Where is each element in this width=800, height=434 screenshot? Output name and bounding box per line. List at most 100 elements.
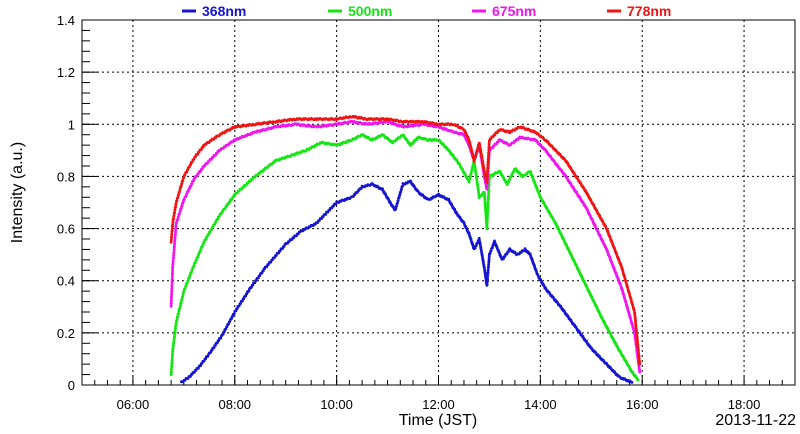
data-point xyxy=(170,235,174,239)
data-point xyxy=(170,289,174,293)
data-point xyxy=(174,227,178,231)
data-point xyxy=(194,261,197,264)
data-point xyxy=(486,157,490,160)
data-point xyxy=(487,145,491,149)
data-point xyxy=(469,174,472,178)
data-point xyxy=(174,324,178,327)
axis-ticks: 06:00 08:00 10:00 12:00 14:00 16:00 18:00 0 0.2 0… xyxy=(57,13,796,412)
data-point xyxy=(170,283,174,287)
data-point xyxy=(169,373,173,377)
data-point xyxy=(485,180,489,184)
data-point xyxy=(169,238,173,242)
data-point xyxy=(177,309,181,313)
data-point xyxy=(188,276,191,280)
data-point xyxy=(173,329,177,333)
data-point xyxy=(174,321,178,325)
data-point xyxy=(172,250,176,254)
data-point xyxy=(471,165,475,169)
data-point xyxy=(394,207,398,211)
data-point xyxy=(175,318,179,322)
data-point xyxy=(171,220,175,223)
data-point xyxy=(485,280,489,283)
data-point xyxy=(400,187,403,191)
data-point xyxy=(177,312,180,316)
data-point xyxy=(638,362,642,366)
data-point xyxy=(486,277,489,280)
data-point xyxy=(486,169,489,172)
x-tick-label: 08:00 xyxy=(219,397,252,412)
data-point xyxy=(324,213,328,216)
data-point xyxy=(183,287,187,290)
y-axis-title: Intensity (a.u.) xyxy=(9,142,26,243)
legend: 368nm 500nm 675nm 778nm xyxy=(182,3,671,19)
data-point xyxy=(170,274,174,278)
data-point xyxy=(395,204,398,208)
data-point xyxy=(177,193,180,197)
data-series xyxy=(169,114,642,384)
data-point xyxy=(174,205,178,209)
data-point xyxy=(181,201,185,205)
data-point xyxy=(485,218,489,222)
data-point xyxy=(170,232,174,236)
data-point xyxy=(178,210,182,213)
data-point xyxy=(179,300,183,304)
data-point xyxy=(491,243,495,247)
data-point xyxy=(173,335,176,339)
data-point xyxy=(485,221,489,225)
data-point xyxy=(638,370,642,374)
data-point xyxy=(189,163,193,167)
x-tick-label: 12:00 xyxy=(422,397,455,412)
data-point xyxy=(486,163,490,166)
data-point xyxy=(487,151,491,154)
data-point xyxy=(172,341,176,344)
data-point xyxy=(177,215,180,219)
data-point xyxy=(189,184,193,188)
data-point xyxy=(171,352,174,356)
data-point xyxy=(181,292,185,296)
x-tick-label: 10:00 xyxy=(320,397,353,412)
data-point xyxy=(486,197,490,201)
data-point xyxy=(486,212,489,216)
data-point xyxy=(232,312,236,316)
data-point xyxy=(245,292,249,296)
data-point xyxy=(169,240,173,244)
data-point xyxy=(509,175,513,179)
data-point xyxy=(486,215,489,219)
data-point xyxy=(487,148,491,152)
data-point xyxy=(475,151,478,155)
data-point xyxy=(173,239,177,242)
data-point xyxy=(175,221,179,225)
data-point xyxy=(192,264,196,267)
data-point xyxy=(487,262,491,266)
series-500nm xyxy=(169,133,640,382)
data-point xyxy=(170,295,173,299)
data-point xyxy=(182,290,186,293)
data-point xyxy=(584,189,587,193)
y-tick-label: 0 xyxy=(68,378,75,393)
data-point xyxy=(183,173,187,177)
data-point xyxy=(183,197,186,201)
data-point xyxy=(192,179,195,183)
data-point xyxy=(178,306,182,310)
data-point xyxy=(188,165,191,169)
data-point xyxy=(397,196,401,199)
data-point xyxy=(467,180,471,184)
data-point xyxy=(487,154,490,158)
data-point xyxy=(475,148,479,152)
data-point xyxy=(486,268,490,272)
data-point xyxy=(399,190,403,194)
data-point xyxy=(179,304,182,307)
data-point xyxy=(239,302,242,305)
data-point xyxy=(171,347,175,350)
data-point xyxy=(181,179,185,182)
data-point xyxy=(180,204,184,208)
x-tick-label: 18:00 xyxy=(728,397,761,412)
x-tick-label: 06:00 xyxy=(117,397,150,412)
x-tick-label: 16:00 xyxy=(626,397,659,412)
data-point xyxy=(473,246,477,250)
data-point xyxy=(188,273,192,277)
data-point xyxy=(171,259,175,263)
data-point xyxy=(487,192,490,195)
data-point xyxy=(188,187,191,191)
